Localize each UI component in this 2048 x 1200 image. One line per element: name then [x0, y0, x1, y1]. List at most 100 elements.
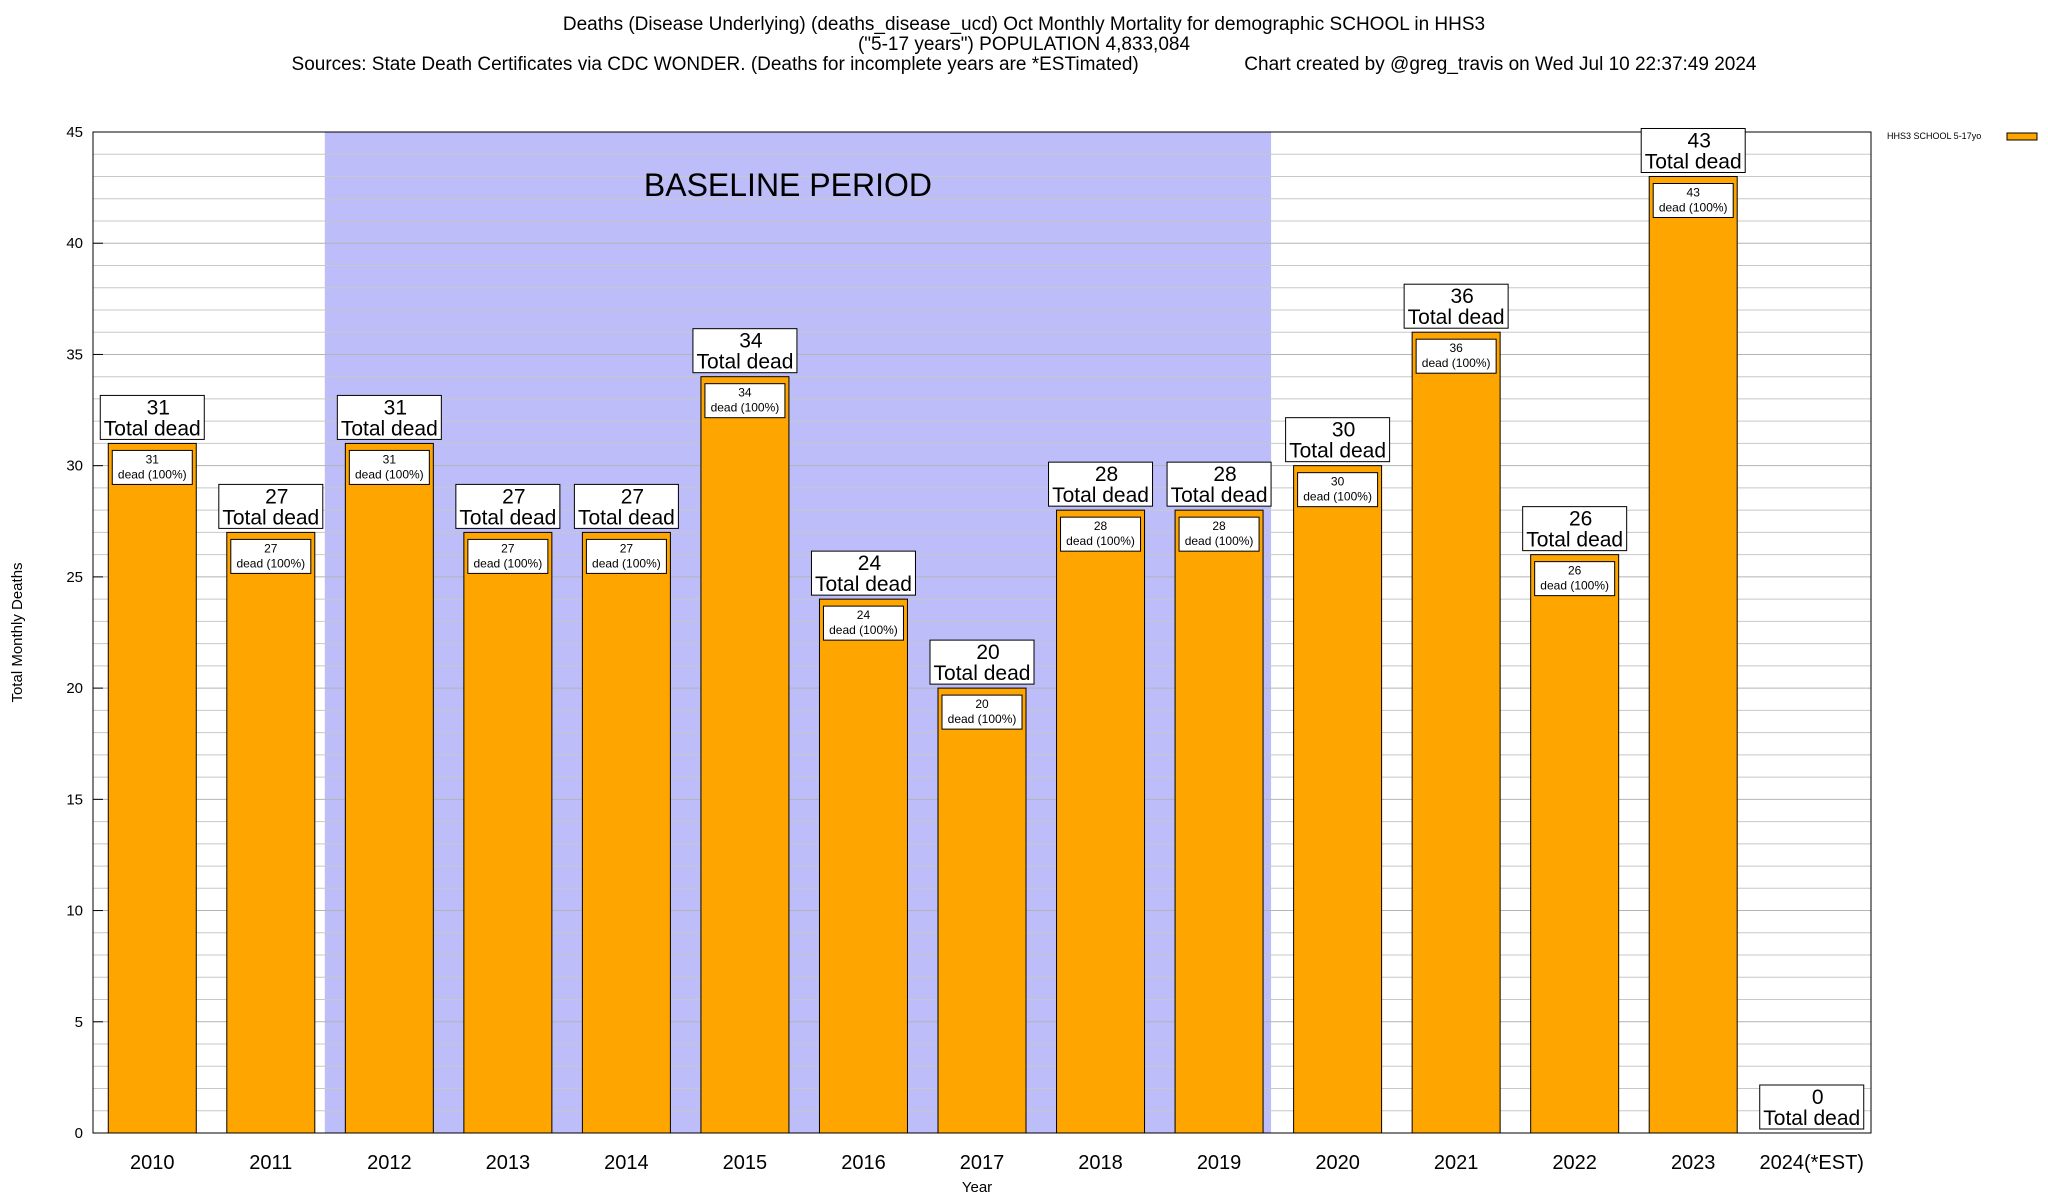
bar-2017 [937, 687, 1027, 1134]
inner-dead-pct-label: dead (100%) [592, 556, 661, 570]
inner-value-label: 30 [1331, 475, 1345, 489]
total-value-label: 31 [147, 396, 170, 419]
bar-2013 [463, 531, 553, 1134]
bar-2011 [226, 531, 316, 1134]
inner-value-label: 36 [1449, 341, 1463, 355]
x-tick-label: 2022 [1552, 1152, 1597, 1174]
total-value-label: 31 [384, 396, 407, 419]
y-tick-label: 20 [66, 680, 83, 697]
inner-dead-pct-label: dead (100%) [355, 467, 424, 481]
y-tick-label: 0 [75, 1125, 83, 1142]
x-tick-label: 2015 [723, 1152, 768, 1174]
inner-dead-pct-label: dead (100%) [1422, 356, 1491, 370]
total-value-label: 0 [1812, 1086, 1824, 1109]
x-tick-label: 2019 [1197, 1152, 1242, 1174]
total-label-box [1403, 283, 1509, 329]
total-label-box [218, 483, 324, 529]
inner-label-box [704, 383, 786, 419]
y-tick-label: 15 [66, 791, 83, 808]
x-tick-label: 2021 [1434, 1152, 1479, 1174]
y-tick-label: 45 [66, 124, 83, 141]
x-tick-label: 2010 [130, 1152, 175, 1174]
total-value-label: 30 [1332, 419, 1355, 442]
inner-dead-pct-label: dead (100%) [474, 556, 543, 570]
total-value-label: 24 [858, 552, 882, 575]
chart-title-line-2: ("5-17 years") POPULATION 4,833,084 [857, 34, 1191, 55]
bar-2014 [581, 531, 671, 1134]
inner-dead-pct-label: dead (100%) [1540, 579, 1609, 593]
inner-label-box [941, 694, 1023, 730]
inner-label-box [1534, 561, 1616, 597]
total-dead-label: Total dead [222, 506, 319, 529]
total-label-box [1759, 1084, 1865, 1130]
y-tick-label: 10 [66, 903, 83, 920]
x-tick-label: 2023 [1671, 1152, 1716, 1174]
total-label-box [1048, 461, 1154, 507]
inner-dead-pct-label: dead (100%) [948, 712, 1017, 726]
y-tick-label: 30 [66, 458, 83, 475]
total-dead-label: Total dead [1645, 150, 1742, 173]
bar-2020 [1293, 465, 1383, 1134]
total-dead-label: Total dead [578, 506, 675, 529]
total-label-box [1522, 506, 1628, 552]
total-dead-label: Total dead [815, 573, 912, 596]
inner-label-box [230, 538, 312, 574]
bars [107, 175, 1738, 1134]
total-label-box [455, 483, 561, 529]
x-tick-label: 2020 [1315, 1152, 1360, 1174]
total-dead-label: Total dead [696, 351, 793, 374]
inner-dead-pct-label: dead (100%) [1066, 534, 1135, 548]
inner-value-label: 27 [501, 541, 515, 555]
inner-value-label: 26 [1568, 564, 1582, 578]
x-tick-label: 2012 [367, 1152, 412, 1174]
total-value-label: 26 [1569, 508, 1592, 531]
inner-label-box [348, 449, 430, 485]
total-label-box [1166, 461, 1272, 507]
total-label-box [1640, 127, 1746, 173]
total-dead-label: Total dead [1171, 484, 1268, 507]
inner-value-label: 43 [1687, 185, 1701, 199]
total-dead-label: Total dead [1408, 306, 1505, 329]
inner-value-label: 27 [264, 541, 278, 555]
inner-label-box [1178, 516, 1260, 552]
total-dead-label: Total dead [459, 506, 556, 529]
bar-2012 [344, 442, 434, 1134]
bar-2021 [1411, 331, 1501, 1134]
total-label-box [336, 394, 442, 440]
inner-label-box [585, 538, 667, 574]
total-dead-label: Total dead [1526, 529, 1623, 552]
inner-value-label: 31 [383, 452, 397, 466]
x-tick-label: 2011 [249, 1152, 292, 1174]
y-tick-label: 35 [66, 346, 83, 363]
inner-dead-pct-label: dead (100%) [1185, 534, 1254, 548]
inner-value-label: 28 [1094, 519, 1108, 533]
inner-label-box [111, 449, 193, 485]
legend: HHS3 SCHOOL 5-17yo [1887, 131, 2038, 141]
total-dead-label: Total dead [1052, 484, 1149, 507]
inner-label-box [1415, 338, 1497, 374]
inner-label-box [1297, 472, 1379, 508]
inner-label-box [1060, 516, 1142, 552]
y-tick-label: 25 [66, 569, 83, 586]
inner-dead-pct-label: dead (100%) [236, 556, 305, 570]
total-value-label: 27 [265, 485, 288, 508]
total-dead-label: Total dead [341, 417, 438, 440]
plot-frame [92, 131, 1872, 1134]
total-value-label: 34 [739, 330, 763, 353]
inner-dead-pct-label: dead (100%) [118, 467, 187, 481]
bar-2015 [700, 376, 790, 1134]
total-dead-label: Total dead [104, 417, 201, 440]
bar-2019 [1174, 509, 1264, 1134]
total-dead-label: Total dead [1763, 1107, 1860, 1130]
x-tick-label: 2016 [841, 1152, 886, 1174]
y-tick-label: 40 [66, 235, 83, 252]
inner-label-box [1652, 182, 1734, 218]
total-label-box [99, 394, 205, 440]
inner-value-label: 28 [1212, 519, 1226, 533]
bar-2022 [1530, 554, 1620, 1134]
total-label-box [573, 483, 679, 529]
x-tick-label: 2017 [960, 1152, 1005, 1174]
chart-title-line-3: Sources: State Death Certificates via CD… [291, 54, 1757, 75]
